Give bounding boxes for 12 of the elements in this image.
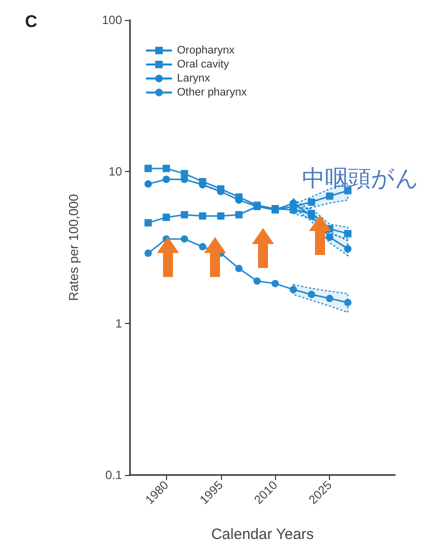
annotation: 中咽頭がん bbox=[302, 165, 419, 191]
y-tick-label: 10 bbox=[108, 164, 122, 179]
y-tick-label: 100 bbox=[102, 13, 122, 27]
legend-label: Oropharynx bbox=[177, 44, 235, 56]
x-axis-title: Calendar Years bbox=[211, 526, 314, 543]
legend-label: Larynx bbox=[177, 72, 211, 84]
y-tick-label: 0.1 bbox=[105, 468, 122, 482]
chart-title: C bbox=[25, 12, 38, 31]
legend-label: Oral cavity bbox=[177, 58, 230, 70]
y-tick-label: 1 bbox=[115, 316, 122, 330]
y-axis-title: Rates per 100,000 bbox=[66, 194, 81, 301]
legend-label: Other pharynx bbox=[177, 86, 248, 98]
